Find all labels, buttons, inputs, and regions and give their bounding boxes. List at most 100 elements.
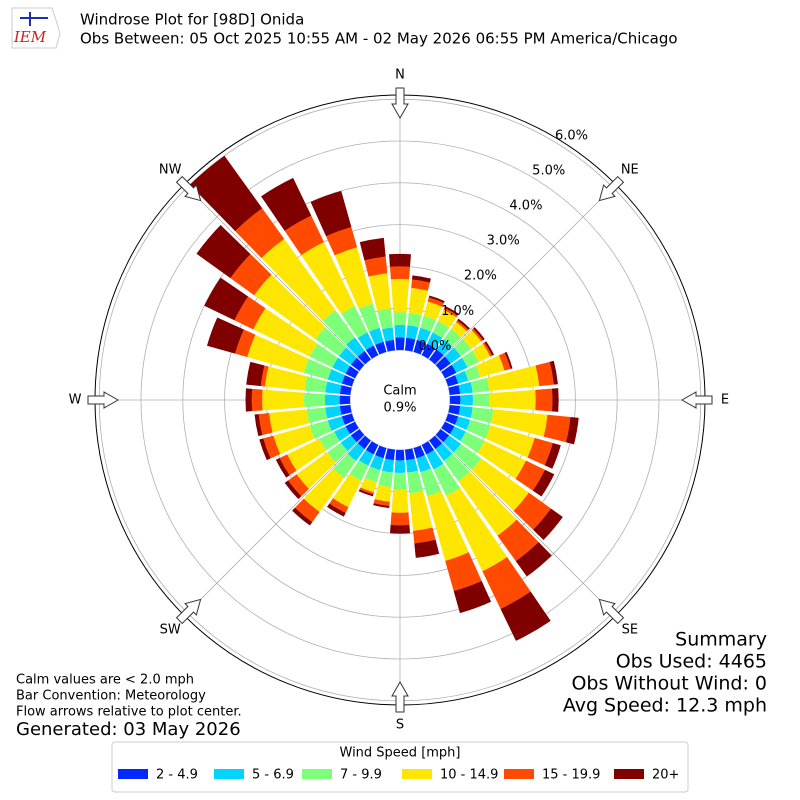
spoke [184, 184, 365, 365]
bar-segment [381, 327, 394, 342]
bar-segment [441, 364, 457, 379]
bar-segment [258, 413, 273, 436]
bar-segment [245, 388, 253, 412]
bar-segment [334, 426, 351, 442]
bar-segment [385, 448, 396, 461]
bar-segment [261, 177, 312, 231]
bar-segment [457, 318, 470, 330]
bar-segment [432, 321, 450, 338]
bar-segment [350, 429, 365, 443]
generated: Generated: 03 May 2026 [16, 719, 241, 740]
bar-segment [443, 307, 458, 318]
bar-segment [393, 472, 407, 490]
bar-segment [375, 445, 387, 459]
bar-segment [476, 355, 505, 378]
bar-segment [358, 449, 374, 466]
bar-segment [369, 455, 384, 471]
bar-segment [449, 395, 461, 405]
bar-segment [357, 350, 371, 365]
bar-segment [389, 266, 411, 280]
bar-segment [247, 334, 309, 373]
bar-segment [357, 332, 374, 351]
bar-segment [445, 552, 482, 591]
bar-segment [458, 471, 517, 536]
bar-segment [310, 190, 352, 237]
bar-segment [309, 343, 338, 368]
bar-segment [500, 591, 551, 641]
bar-segment [262, 389, 305, 411]
bar-segment [527, 437, 553, 466]
summary: Obs Without Wind: 0 [571, 673, 767, 695]
direction-label: W [69, 393, 82, 408]
bar-segment [350, 357, 365, 371]
legend-label: 5 - 6.9 [252, 768, 294, 783]
bar-segment [273, 425, 315, 455]
bar-segment [471, 458, 529, 511]
grid-ring [224, 224, 576, 576]
bar-segment [482, 556, 531, 609]
bar-segment [341, 375, 355, 387]
grid-ring [182, 182, 618, 618]
bar-segment [409, 490, 433, 531]
bar-segment [407, 470, 424, 494]
direction-label: NE [621, 163, 639, 178]
bar-segment [324, 394, 340, 406]
bar-segment [235, 208, 285, 259]
bar-segment [327, 442, 348, 463]
bar-segment [437, 309, 457, 328]
calm-circle [351, 351, 449, 449]
bar-segment [406, 325, 419, 340]
bar-segment [325, 406, 342, 419]
bar-segment [251, 388, 263, 412]
r-tick-label: 0.0% [418, 339, 451, 354]
bar-segment [395, 449, 405, 461]
direction-label: SW [160, 622, 181, 637]
bar-segment [470, 377, 490, 393]
bar-segment [296, 452, 336, 489]
bar-segment [284, 215, 324, 256]
bar-segment [322, 310, 355, 345]
r-tick-label: 4.0% [509, 199, 542, 214]
chart-subtitle: Obs Between: 05 Oct 2025 10:55 AM - 02 M… [80, 30, 678, 48]
flow-arrow [175, 175, 202, 202]
bar-segment [471, 328, 484, 342]
bar-segment [485, 425, 535, 458]
bar-segment [429, 349, 444, 365]
bar-segment [332, 357, 351, 374]
bar-segment [327, 369, 345, 384]
direction-label: NW [159, 163, 182, 178]
bar-segment [364, 256, 388, 277]
legend-label: 7 - 9.9 [340, 768, 382, 783]
bar-segment [464, 365, 481, 381]
bar-segment [373, 499, 390, 506]
legend-label: 20+ [652, 768, 679, 783]
logo-text: IEM [13, 28, 47, 46]
bar-segment [565, 417, 579, 445]
bar-segment [489, 389, 536, 411]
bar-segment [360, 477, 377, 493]
bar-segment [406, 458, 419, 473]
bar-segment [416, 455, 431, 473]
bar-segment [306, 407, 328, 424]
bar-segment [544, 442, 561, 469]
bar-segment [375, 341, 387, 355]
bar-segment [304, 376, 328, 393]
bar-segment [441, 421, 455, 435]
bar-segment [288, 474, 309, 497]
bar-segment [279, 454, 297, 476]
legend-swatch [614, 769, 644, 779]
bar-segment [445, 413, 459, 425]
bar-segment [394, 324, 406, 338]
flow-arrow [598, 598, 625, 625]
bar-segment [413, 445, 425, 459]
bar-segment [421, 343, 436, 359]
legend-swatch [214, 769, 244, 779]
note: Flow arrows relative to plot center. [16, 705, 242, 720]
bar-segment [327, 416, 345, 431]
bar-segment [332, 453, 357, 478]
bar-segment [393, 312, 407, 326]
bar-segment [414, 539, 440, 558]
bar-segment [443, 328, 462, 347]
bar-segment [444, 347, 461, 364]
bar-segment [368, 273, 391, 312]
